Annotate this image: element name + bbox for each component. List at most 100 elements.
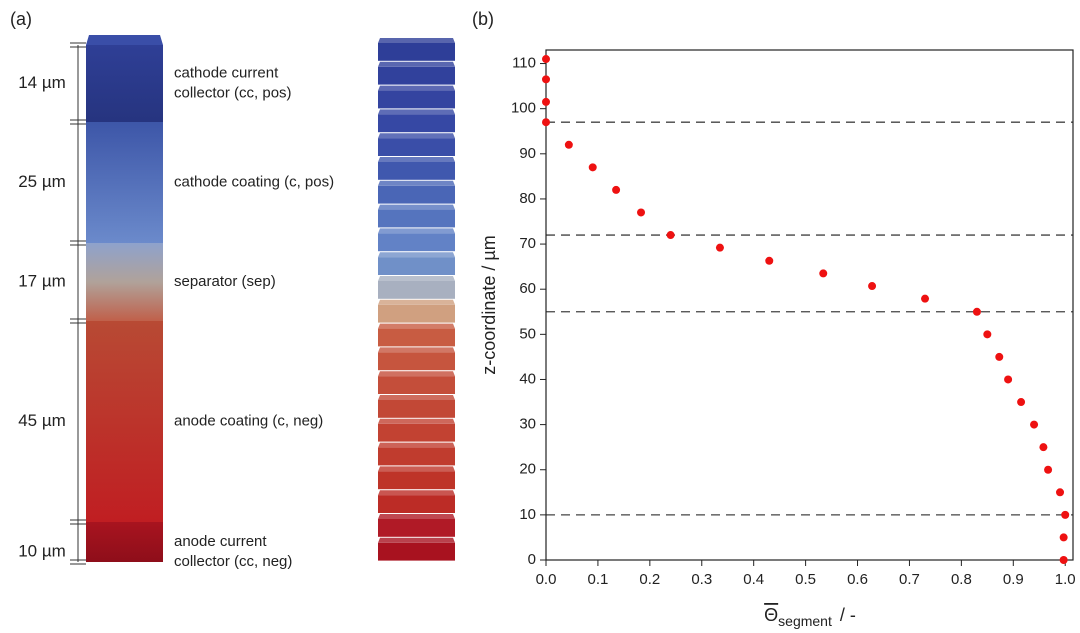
data-point bbox=[666, 231, 675, 240]
segment-slab bbox=[378, 90, 455, 109]
segment-slab bbox=[378, 257, 455, 275]
y-tick-label: 90 bbox=[519, 145, 536, 162]
layer-block bbox=[86, 321, 163, 522]
y-tick-label: 20 bbox=[519, 461, 536, 478]
y-tick-label: 60 bbox=[519, 280, 536, 297]
data-point bbox=[1059, 533, 1068, 542]
layer-block bbox=[86, 122, 163, 243]
segment-slab bbox=[378, 138, 455, 156]
segment-top bbox=[378, 514, 455, 519]
segment-slab bbox=[378, 162, 455, 180]
segment-slab bbox=[378, 233, 455, 252]
layer-block bbox=[86, 243, 163, 321]
data-point bbox=[819, 269, 828, 278]
segment-top bbox=[378, 418, 455, 424]
data-point bbox=[1044, 465, 1053, 474]
x-tick-label: 0.6 bbox=[847, 571, 868, 588]
thickness-label: 10 µm bbox=[18, 541, 66, 560]
y-tick-label: 50 bbox=[519, 325, 536, 342]
segment-top bbox=[378, 347, 455, 353]
segment-slab bbox=[378, 114, 455, 133]
segment-slab bbox=[378, 304, 455, 323]
segment-top bbox=[378, 252, 455, 258]
data-point bbox=[1059, 556, 1068, 564]
x-axis-label: Θsegment / - bbox=[764, 605, 856, 629]
data-point bbox=[542, 55, 550, 64]
segment-slab bbox=[378, 328, 455, 347]
y-tick-label: 40 bbox=[519, 370, 536, 387]
segment-slab bbox=[378, 281, 455, 299]
segment-top bbox=[378, 133, 455, 139]
thickness-label: 17 µm bbox=[18, 271, 66, 290]
segment-top bbox=[378, 180, 455, 186]
layer-name: collector (cc, neg) bbox=[174, 553, 292, 570]
y-tick-label: 70 bbox=[519, 235, 536, 252]
segment-slab bbox=[378, 542, 455, 561]
x-tick-label: 0.3 bbox=[691, 571, 712, 588]
y-tick-label: 110 bbox=[512, 55, 536, 72]
x-label-unit: / - bbox=[840, 605, 856, 625]
layer-block bbox=[86, 522, 163, 562]
segment-slab bbox=[378, 185, 455, 204]
segment-top bbox=[378, 371, 455, 377]
y-tick-label: 100 bbox=[511, 100, 536, 117]
x-tick-label: 0.7 bbox=[899, 571, 920, 588]
segment-top bbox=[378, 395, 455, 400]
x-tick-label: 0.8 bbox=[951, 571, 972, 588]
layer-name: anode current bbox=[174, 533, 267, 550]
y-axis-label: z-coordinate / µm bbox=[479, 235, 499, 374]
layer-name: separator (sep) bbox=[174, 273, 276, 290]
x-tick-label: 0.5 bbox=[795, 571, 816, 588]
data-point bbox=[564, 140, 573, 149]
data-point bbox=[1039, 443, 1048, 452]
thickness-label: 14 µm bbox=[18, 73, 66, 92]
segment-top bbox=[378, 157, 455, 162]
segment-top bbox=[378, 61, 455, 67]
layer-name: cathode current bbox=[174, 64, 279, 81]
data-point bbox=[983, 330, 992, 339]
layer-name: anode coating (c, neg) bbox=[174, 412, 323, 429]
layer-name: collector (cc, pos) bbox=[174, 84, 292, 101]
segment-top bbox=[378, 228, 455, 234]
segment-top bbox=[378, 466, 455, 472]
data-point bbox=[1030, 420, 1039, 429]
segment-slab bbox=[378, 519, 455, 537]
data-point bbox=[995, 352, 1004, 361]
segment-slab bbox=[378, 471, 455, 490]
panel-label: (b) bbox=[472, 9, 494, 29]
layer-name: cathode coating (c, pos) bbox=[174, 173, 334, 190]
segment-top bbox=[378, 537, 455, 543]
segment-slab bbox=[378, 495, 455, 513]
data-point bbox=[542, 118, 550, 127]
segment-slab bbox=[378, 400, 455, 418]
segment-slab bbox=[378, 447, 455, 466]
segment-top bbox=[378, 38, 455, 43]
data-point bbox=[542, 75, 550, 84]
segment-column bbox=[378, 38, 455, 561]
x-tick-label: 0.0 bbox=[536, 571, 557, 588]
segment-top bbox=[378, 204, 455, 210]
data-point bbox=[1017, 398, 1026, 407]
thickness-label: 45 µm bbox=[18, 411, 66, 430]
data-point bbox=[588, 163, 597, 172]
stack-top bbox=[86, 35, 163, 45]
segment-slab bbox=[378, 43, 455, 61]
layer-block bbox=[86, 45, 163, 122]
data-point bbox=[972, 307, 981, 316]
chart: 0 10 20 30 40 50 60 70 80 90 100 110 0.0 0.1 0.2 0.3 0.4… bbox=[479, 49, 1076, 629]
y-tick-label: 10 bbox=[519, 506, 536, 523]
segment-top bbox=[378, 85, 455, 91]
segment-top bbox=[378, 323, 455, 329]
data-point bbox=[1004, 375, 1013, 384]
segment-slab bbox=[378, 376, 455, 394]
data-point bbox=[868, 282, 877, 291]
data-point bbox=[1061, 510, 1070, 519]
y-tick-label: 0 bbox=[528, 551, 536, 568]
segment-top bbox=[378, 299, 455, 305]
segment-top bbox=[378, 442, 455, 448]
data-point bbox=[542, 97, 550, 106]
segment-top bbox=[378, 276, 455, 281]
x-label-subscript: segment bbox=[778, 613, 832, 629]
data-point bbox=[765, 256, 774, 265]
